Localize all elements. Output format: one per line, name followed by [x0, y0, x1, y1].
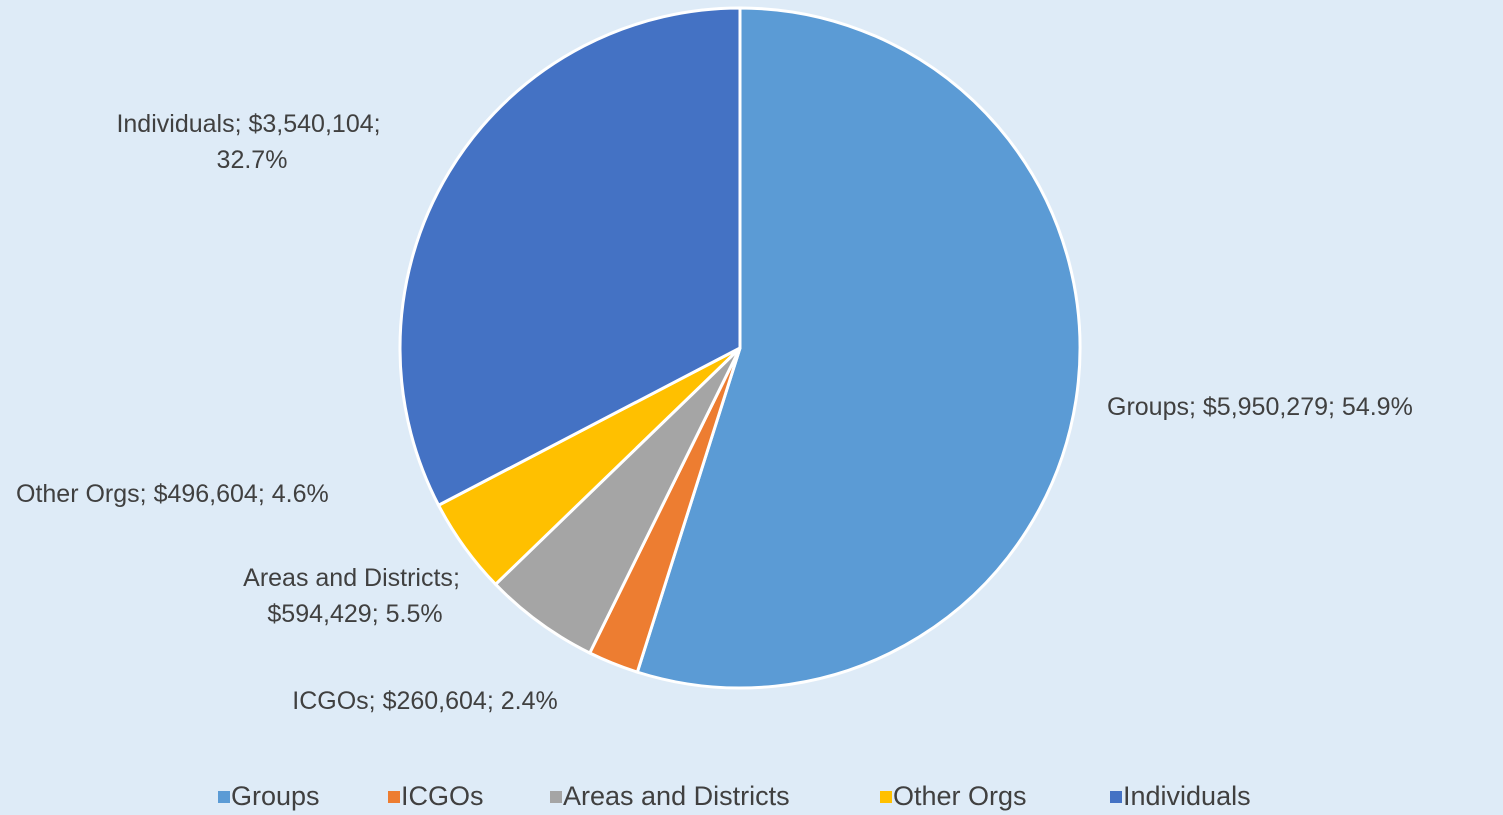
label-part: 54.9%	[1342, 393, 1413, 421]
data-label: Groups; $5,950,279; 54.9%	[1107, 393, 1413, 421]
label-part: $260,604	[383, 687, 487, 715]
legend-swatch	[1110, 791, 1122, 803]
label-part: 2.4%	[501, 687, 558, 715]
legend-label: Individuals	[1123, 781, 1251, 811]
legend-swatch	[218, 791, 230, 803]
label-separator: ;	[1189, 393, 1203, 421]
legend-label: Other Orgs	[893, 781, 1027, 811]
label-part: $5,950,279	[1203, 393, 1328, 421]
data-label: ICGOs; $260,604; 2.4%	[292, 687, 557, 715]
data-label: Other Orgs; $496,604; 4.6%	[16, 480, 329, 508]
label-separator: ;	[369, 687, 383, 715]
label-separator: ;	[453, 564, 467, 592]
label-separator: ;	[1328, 393, 1342, 421]
label-part: Areas and Districts	[243, 564, 453, 592]
data-label: Individuals; $3,540,104; 32.7%	[116, 110, 387, 174]
label-part: $3,540,104	[249, 110, 374, 138]
label-part: ICGOs	[292, 687, 368, 715]
data-label: Areas and Districts; $594,429; 5.5%	[243, 564, 467, 628]
label-part: $496,604	[154, 480, 258, 508]
legend-label: Areas and Districts	[563, 781, 790, 811]
label-part: 4.6%	[272, 480, 329, 508]
label-part: Groups	[1107, 393, 1189, 421]
label-separator: ;	[374, 110, 388, 138]
label-separator: ;	[487, 687, 501, 715]
label-part: 32.7%	[217, 146, 288, 174]
legend-swatch	[550, 791, 562, 803]
legend-label: Groups	[231, 781, 320, 811]
label-separator: ;	[258, 480, 272, 508]
label-part: $594,429	[267, 600, 371, 628]
label-part: Individuals	[116, 110, 234, 138]
pie-slice	[398, 6, 742, 508]
label-part: 5.5%	[386, 600, 443, 628]
label-separator: ;	[372, 600, 386, 628]
pie-slice	[635, 6, 1082, 690]
legend-swatch	[388, 791, 400, 803]
label-separator: ;	[235, 110, 249, 138]
legend-label: ICGOs	[401, 781, 484, 811]
legend-swatch	[880, 791, 892, 803]
label-separator: ;	[140, 480, 154, 508]
label-part: Other Orgs	[16, 480, 140, 508]
